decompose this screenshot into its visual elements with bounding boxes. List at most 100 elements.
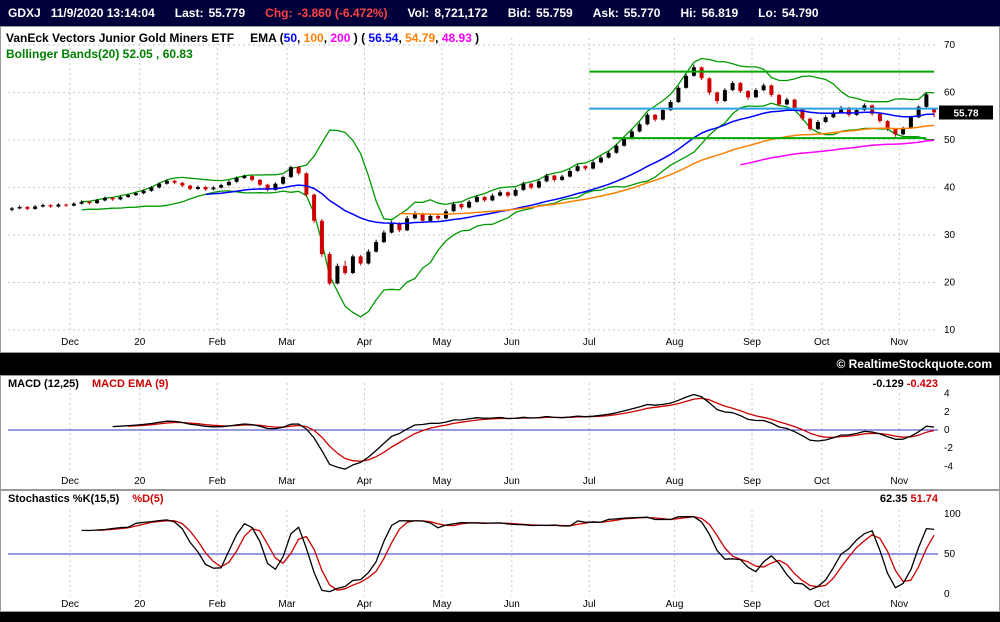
y-axis-label: 30 <box>944 230 956 241</box>
candle-body <box>304 173 309 195</box>
candle-body <box>48 205 53 207</box>
candle-body <box>180 182 185 186</box>
ema-50-line <box>205 109 935 225</box>
x-axis-label: Apr <box>357 599 373 610</box>
candle-body <box>722 90 727 101</box>
candle-body <box>381 232 386 243</box>
candle-body <box>637 124 642 132</box>
macd-line <box>112 393 935 470</box>
y-axis-label: -2 <box>944 443 953 454</box>
x-axis-label: Oct <box>814 476 830 487</box>
candle-body <box>753 90 758 98</box>
x-axis-label: Aug <box>666 599 684 610</box>
x-axis-label: Jun <box>504 599 520 610</box>
candle-body <box>428 216 433 221</box>
candle-body <box>343 265 348 273</box>
candle-body <box>319 220 324 255</box>
candle-body <box>529 183 534 188</box>
y-axis-label: 0 <box>944 425 950 436</box>
candle-body <box>784 99 789 105</box>
candle-body <box>397 223 402 231</box>
quote-last: Last: 55.779 <box>174 6 246 20</box>
x-axis-label: Apr <box>357 476 373 487</box>
x-axis-label: Feb <box>209 476 227 487</box>
candle-body <box>195 187 200 189</box>
candle-body <box>71 203 76 206</box>
y-axis-label: 10 <box>944 325 956 336</box>
bollinger-upper-line <box>81 57 935 221</box>
candle-body <box>707 78 712 93</box>
x-axis-label: Dec <box>61 599 79 610</box>
candle-body <box>924 94 929 107</box>
x-axis-label: Feb <box>209 599 227 610</box>
candle-body <box>350 256 355 273</box>
candle-body <box>591 162 596 169</box>
x-axis-label: Jun <box>504 337 520 348</box>
candle-body <box>389 223 394 233</box>
candle-body <box>660 110 665 120</box>
candle-body <box>459 204 464 208</box>
quote-bar: GDXJ 11/9/2020 13:14:04 Last: 55.779 Chg:… <box>0 0 1000 26</box>
x-axis-label: Sep <box>743 599 761 610</box>
candle-body <box>451 204 456 212</box>
candle-body <box>505 192 510 196</box>
candle-body <box>33 206 38 209</box>
candle-body <box>614 145 619 153</box>
x-axis-label: May <box>433 337 452 348</box>
candle-body <box>846 107 851 115</box>
quote-low: Lo: 54.790 <box>758 6 819 20</box>
candle-body <box>932 109 937 113</box>
candle-body <box>9 208 14 210</box>
candle-body <box>668 102 673 111</box>
ema-100-line <box>399 124 935 216</box>
candle-body <box>110 198 115 200</box>
quote-volume: Vol: 8,721,172 <box>407 6 488 20</box>
candle-body <box>87 201 92 204</box>
price-candlestick-chart: 70 60 50 40 30 20 10 55.78 Dec 20 Feb Mar Apr May Jun J… <box>8 38 993 348</box>
y-axis-label: -4 <box>944 461 953 472</box>
candle-body <box>877 113 882 121</box>
x-axis-label: Mar <box>278 599 296 610</box>
candle-body <box>513 189 518 196</box>
ticker-symbol: GDXJ <box>8 6 41 20</box>
candle-body <box>653 114 658 120</box>
y-axis-label: 50 <box>944 135 956 146</box>
candle-body <box>598 157 603 163</box>
stoch-k-line <box>81 515 935 593</box>
candle-body <box>56 204 61 207</box>
copyright-text: © RealtimeStockquote.com <box>836 357 992 371</box>
candle-body <box>366 251 371 264</box>
y-axis-label: 0 <box>944 589 950 600</box>
candle-body <box>79 201 84 204</box>
ema-200-line <box>740 139 935 166</box>
candle-body <box>467 201 472 208</box>
candle-body <box>839 107 844 113</box>
candle-body <box>536 181 541 188</box>
x-axis-label: Oct <box>814 337 830 348</box>
x-axis-label: Dec <box>61 476 79 487</box>
candle-body <box>893 129 898 135</box>
candle-body <box>203 187 208 190</box>
candle-body <box>95 200 100 204</box>
candle-body <box>436 216 441 219</box>
x-axis-label: 20 <box>134 476 146 487</box>
candle-body <box>815 122 820 130</box>
candle-body <box>265 184 270 190</box>
candle-body <box>583 166 588 169</box>
x-axis-label: Mar <box>278 476 296 487</box>
candle-body <box>482 197 487 201</box>
candle-body <box>273 183 278 190</box>
candle-body <box>118 197 123 200</box>
candle-body <box>242 176 247 178</box>
quote-bid: Bid: 55.759 <box>507 6 573 20</box>
candle-body <box>358 256 363 264</box>
candle-body <box>102 198 107 201</box>
candle-body <box>521 183 526 190</box>
stoch-d-line <box>97 516 935 591</box>
x-axis-label: May <box>433 476 452 487</box>
candle-body <box>288 167 293 178</box>
y-axis-label: 40 <box>944 183 956 194</box>
candle-body <box>823 117 828 122</box>
candle-body <box>792 99 797 110</box>
candle-body <box>157 183 162 188</box>
